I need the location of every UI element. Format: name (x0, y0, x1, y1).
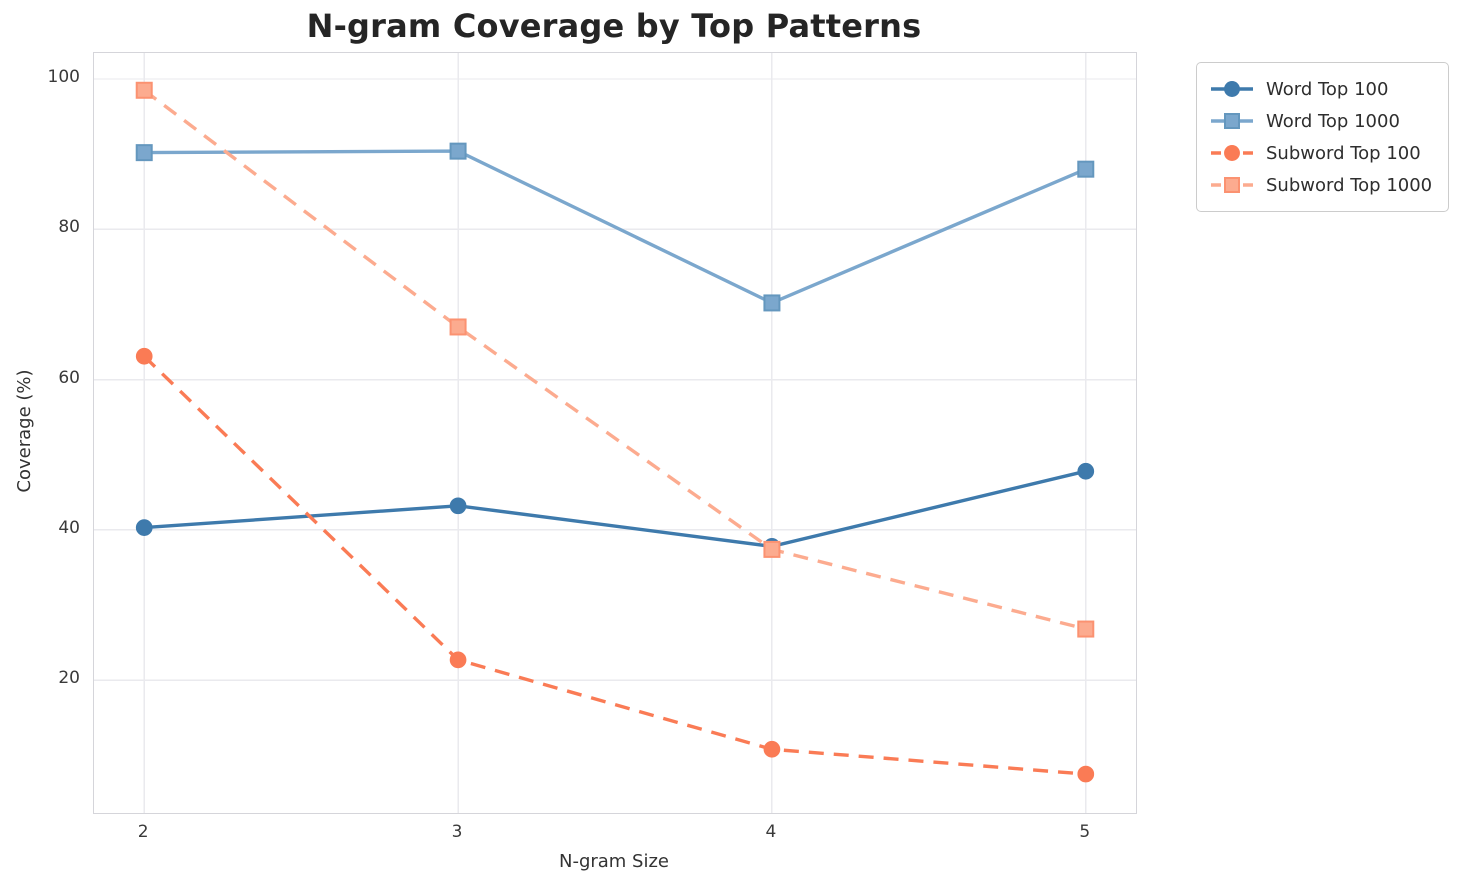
y-tick-label: 60 (58, 367, 80, 388)
y-axis-label: Coverage (%) (14, 369, 35, 493)
legend-swatch-word-top-1000 (1211, 113, 1253, 129)
data-point-subword-top-1000 (135, 81, 153, 99)
data-point-word-top-1000 (449, 142, 467, 160)
data-point-subword-top-100 (1077, 765, 1095, 783)
data-point-word-top-100 (449, 497, 467, 515)
legend-item-subword-top-100: Subword Top 100 (1209, 137, 1432, 169)
legend-label: Word Top 100 (1266, 78, 1389, 100)
series-line-subword-top-1000 (143, 88, 1087, 631)
series-line-word-top-100 (144, 469, 1087, 549)
y-tick-label: 80 (58, 217, 80, 238)
x-tick-label: 4 (765, 822, 777, 842)
data-point-subword-top-1000 (449, 318, 467, 336)
data-point-word-top-1000 (1077, 160, 1095, 178)
x-tick-label: 2 (137, 822, 149, 842)
legend-swatch-word-top-100 (1211, 81, 1253, 97)
legend-swatch-subword-top-100 (1211, 145, 1253, 161)
legend-label: Word Top 1000 (1266, 110, 1400, 132)
legend-swatch-subword-top-1000 (1211, 177, 1253, 193)
data-point-subword-top-1000 (1077, 620, 1095, 638)
data-point-word-top-1000 (763, 294, 781, 312)
plot-area (93, 52, 1137, 814)
y-tick-label: 20 (58, 668, 80, 689)
legend-item-word-top-100: Word Top 100 (1209, 73, 1432, 105)
data-point-subword-top-100 (135, 347, 153, 365)
series-line-subword-top-100 (143, 355, 1086, 776)
y-tick-label: 100 (47, 66, 80, 87)
data-point-subword-top-100 (763, 740, 781, 758)
data-point-subword-top-100 (449, 651, 467, 669)
legend: Word Top 100 Word Top 1000 Subword Top 100… (1196, 62, 1450, 212)
data-point-word-top-100 (135, 519, 153, 536)
x-tick-label: 5 (1079, 822, 1091, 842)
data-point-subword-top-1000 (763, 540, 781, 558)
chart-canvas (94, 53, 1136, 813)
legend-label: Subword Top 1000 (1266, 174, 1433, 196)
legend-item-subword-top-1000: Subword Top 1000 (1209, 169, 1432, 201)
legend-item-word-top-1000: Word Top 1000 (1209, 105, 1432, 137)
series-line-word-top-1000 (144, 149, 1087, 305)
chart-title: N-gram Coverage by Top Patterns (306, 7, 922, 45)
x-axis-label: N-gram Size (558, 851, 670, 872)
x-tick-label: 3 (451, 822, 463, 842)
data-point-word-top-1000 (135, 144, 153, 162)
data-point-word-top-100 (1077, 462, 1095, 480)
legend-label: Subword Top 100 (1266, 142, 1421, 164)
y-tick-label: 40 (58, 517, 80, 538)
